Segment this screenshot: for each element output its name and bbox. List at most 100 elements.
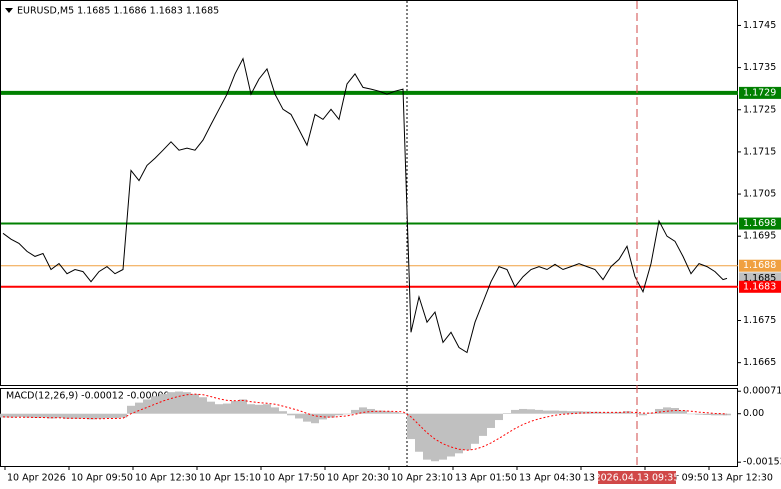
histogram-bar — [103, 413, 111, 419]
histogram-bar — [711, 413, 719, 416]
main-frame — [0, 0, 738, 386]
histogram-bar — [663, 407, 671, 414]
histogram-bar — [7, 413, 15, 418]
histogram-bar — [79, 413, 87, 419]
y-tick-label: 1.1675 — [743, 315, 776, 326]
histogram-bar — [143, 399, 151, 414]
histogram-bar — [71, 413, 79, 419]
histogram-bar — [295, 413, 303, 419]
histogram-bar — [391, 412, 399, 414]
histogram-bar — [487, 413, 495, 428]
level-box — [739, 280, 781, 293]
histogram-bar — [127, 405, 135, 414]
histogram-bar — [119, 413, 127, 418]
histogram-bar — [31, 413, 39, 418]
histogram-bar — [15, 413, 23, 417]
histogram-bar — [695, 413, 703, 415]
histogram-bar — [439, 413, 447, 460]
y-tick-label: 1.1715 — [743, 146, 776, 157]
histogram-bar — [495, 413, 503, 421]
histogram-bar — [607, 412, 615, 414]
y-tick-label: 1.1745 — [743, 20, 776, 31]
histogram-bar — [599, 412, 607, 414]
y-tick-label: 1.1725 — [743, 104, 776, 115]
histogram-bar — [311, 413, 319, 424]
histogram-bar — [135, 402, 143, 414]
histogram-bar — [335, 413, 343, 416]
histogram-bar — [447, 413, 455, 457]
price-line — [2, 57, 728, 354]
histogram-bar — [231, 401, 239, 414]
histogram-bar — [383, 411, 391, 414]
y-tick-label: 1.1695 — [743, 231, 776, 242]
histogram-bar — [87, 413, 95, 420]
histogram-bar — [431, 413, 439, 462]
histogram-bar — [647, 412, 655, 414]
histogram-bar — [407, 413, 415, 440]
histogram-bar — [151, 396, 159, 414]
histogram-bar — [39, 413, 47, 418]
histogram-bar — [679, 410, 687, 414]
histogram-bar — [703, 413, 711, 415]
x-tick-label: 13 Apr 09:50 — [647, 473, 709, 484]
x-tick-label: 10 Apr 09:50 — [71, 473, 133, 484]
macd-title: MACD(12,26,9) -0.00012 -0.00009 — [6, 391, 170, 402]
histogram-bar — [511, 409, 519, 414]
histogram-bar — [55, 413, 63, 418]
x-tick-label: 13 Apr 01:50 — [455, 473, 517, 484]
histogram-bar — [199, 397, 207, 414]
level-label: 1.1698 — [743, 218, 776, 229]
histogram-bar — [23, 413, 31, 418]
histogram-bar — [399, 413, 407, 414]
histogram-bar — [303, 413, 311, 422]
histogram-bar — [191, 394, 199, 414]
histogram-bar — [543, 410, 551, 414]
histogram-bar — [623, 411, 631, 414]
y-tick-label: 1.1665 — [743, 357, 776, 368]
last-price-label: 1.1685 — [743, 273, 776, 284]
histogram-bar — [527, 409, 535, 414]
histogram-bar — [567, 411, 575, 414]
histogram-bar — [367, 408, 375, 414]
histogram-bar — [535, 409, 543, 414]
histogram-bar — [631, 413, 639, 414]
histogram-bar — [279, 411, 287, 414]
histogram-bar — [519, 408, 527, 414]
macd-frame — [0, 388, 738, 467]
histogram-bar — [503, 413, 511, 414]
histogram-bar — [223, 403, 231, 414]
crosshair-time-box — [598, 471, 676, 484]
x-tick-label: 10 Apr 15:10 — [199, 473, 261, 484]
histogram-bar — [271, 407, 279, 414]
histogram-bar — [215, 404, 223, 414]
level-label: 1.1683 — [743, 281, 776, 292]
histogram-bar — [287, 413, 295, 416]
histogram-bar — [207, 401, 215, 414]
signal-line — [2, 393, 728, 451]
histogram-bar — [479, 413, 487, 436]
y-tick-label: 1.1735 — [743, 62, 776, 73]
histogram-bar — [47, 413, 55, 419]
histogram-bar — [639, 413, 647, 416]
chart-title: EURUSD,M5 1.1685 1.1686 1.1683 1.1685 — [17, 6, 219, 17]
x-tick-label: 10 Apr 2026 — [7, 473, 66, 484]
histogram-bar — [95, 413, 103, 419]
histogram-bar — [423, 413, 431, 460]
y-tick-label: 1.1705 — [743, 189, 776, 200]
x-tick-label: 13 Apr 04:30 — [519, 473, 581, 484]
x-tick-label: 10 Apr 20:30 — [327, 473, 389, 484]
crosshair-time-label: 2026.04.13 09:35 — [595, 473, 680, 484]
histogram-bar — [343, 413, 351, 415]
histogram-bar — [723, 413, 731, 416]
histogram-bar — [687, 413, 695, 415]
histogram-bar — [175, 391, 183, 414]
histogram-bar — [239, 399, 247, 414]
histogram-bar — [167, 392, 175, 414]
y-tick-label: 0.00071 — [743, 386, 781, 397]
histogram-bar — [551, 410, 559, 414]
x-tick-label: 13 Apr 12:30 — [711, 473, 773, 484]
histogram-bar — [359, 407, 367, 414]
histogram-bar — [183, 392, 191, 414]
y-tick-label: 0.00 — [743, 408, 764, 419]
